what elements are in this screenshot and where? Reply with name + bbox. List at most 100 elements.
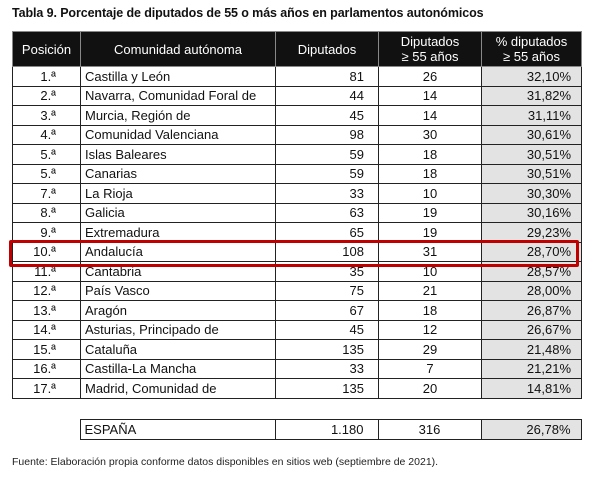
row-comunidad: País Vasco (80, 280, 276, 301)
row-diputados-55: 18 (378, 144, 482, 165)
row-pct: 14,81% (481, 378, 582, 399)
row-pct: 21,48% (481, 339, 582, 360)
row-diputados: 98 (275, 124, 379, 145)
row-pct: 28,70% (481, 241, 582, 262)
row-comunidad: Murcia, Región de (80, 105, 276, 126)
row-comunidad: Galicia (80, 202, 276, 223)
row-pct: 30,16% (481, 202, 582, 223)
total-diputados-55: 316 (377, 419, 482, 440)
row-diputados: 65 (275, 222, 379, 243)
row-diputados: 35 (275, 261, 379, 282)
total-diputados: 1.180 (274, 419, 379, 440)
total-pct: 26,78% (480, 419, 582, 440)
total-spacer (12, 420, 80, 440)
row-pct: 21,21% (481, 358, 582, 379)
table-row: 5.ª Islas Baleares 59 18 30,51% (12, 144, 582, 165)
table-title: Tabla 9. Porcentaje de diputados de 55 o… (12, 6, 484, 20)
row-position: 1.ª (12, 66, 81, 87)
row-diputados-55: 10 (378, 261, 482, 282)
row-position: 9.ª (12, 222, 81, 243)
header-diputados-55-line2: ≥ 55 años (401, 49, 459, 64)
row-diputados: 135 (275, 378, 379, 399)
row-position: 13.ª (12, 300, 81, 321)
header-diputados-55: Diputados ≥ 55 años (378, 31, 482, 67)
row-comunidad: Asturias, Principado de (80, 319, 276, 340)
row-diputados: 108 (275, 241, 379, 262)
row-position: 4.ª (12, 124, 81, 145)
row-pct: 31,82% (481, 85, 582, 106)
row-pct: 29,23% (481, 222, 582, 243)
row-comunidad: Extremadura (80, 222, 276, 243)
row-diputados-55: 19 (378, 222, 482, 243)
row-pct: 30,51% (481, 144, 582, 165)
row-position: 10.ª (12, 241, 81, 262)
row-diputados-55: 18 (378, 300, 482, 321)
total-name: ESPAÑA (79, 419, 276, 440)
row-pct: 32,10% (481, 66, 582, 87)
row-position: 17.ª (12, 378, 81, 399)
row-diputados-55: 14 (378, 85, 482, 106)
row-comunidad: Navarra, Comunidad Foral de (80, 85, 276, 106)
table-row: 2.ª Navarra, Comunidad Foral de 44 14 31,82% (12, 85, 582, 106)
row-position: 8.ª (12, 202, 81, 223)
row-diputados-55: 19 (378, 202, 482, 223)
table-row: 8.ª Galicia 63 19 30,16% (12, 202, 582, 223)
row-diputados: 135 (275, 339, 379, 360)
row-diputados: 81 (275, 66, 379, 87)
row-pct: 26,67% (481, 319, 582, 340)
row-pct: 28,57% (481, 261, 582, 282)
row-pct: 30,51% (481, 163, 582, 184)
source-footnote: Fuente: Elaboración propia conforme dato… (12, 456, 439, 468)
row-diputados: 33 (275, 358, 379, 379)
table-row: 9.ª Extremadura 65 19 29,23% (12, 222, 582, 243)
data-table: Posición Comunidad autónoma Diputados Di… (12, 31, 582, 399)
row-diputados-55: 12 (378, 319, 482, 340)
table-row: 11.ª Cantabria 35 10 28,57% (12, 261, 582, 282)
header-comunidad: Comunidad autónoma (80, 31, 276, 67)
header-diputados-55-line1: Diputados (400, 34, 460, 49)
row-position: 15.ª (12, 339, 81, 360)
table-row: 14.ª Asturias, Principado de 45 12 26,67% (12, 319, 582, 340)
row-diputados-55: 20 (378, 378, 482, 399)
header-posicion: Posición (12, 31, 81, 67)
row-comunidad: Cantabria (80, 261, 276, 282)
row-position: 3.ª (12, 105, 81, 126)
total-row: ESPAÑA 1.180 316 26,78% (12, 419, 582, 440)
row-diputados: 33 (275, 183, 379, 204)
header-pct-line1: % diputados (495, 34, 568, 49)
row-pct: 31,11% (481, 105, 582, 126)
row-comunidad: Islas Baleares (80, 144, 276, 165)
row-diputados-55: 18 (378, 163, 482, 184)
row-diputados-55: 7 (378, 358, 482, 379)
row-diputados-55: 26 (378, 66, 482, 87)
row-diputados-55: 31 (378, 241, 482, 262)
row-diputados-55: 10 (378, 183, 482, 204)
table-row: 12.ª País Vasco 75 21 28,00% (12, 280, 582, 301)
row-comunidad: Andalucía (80, 241, 276, 262)
header-row: Posición Comunidad autónoma Diputados Di… (12, 31, 582, 67)
table-row: 17.ª Madrid, Comunidad de 135 20 14,81% (12, 378, 582, 399)
row-position: 11.ª (12, 261, 81, 282)
table-row: 3.ª Murcia, Región de 45 14 31,11% (12, 105, 582, 126)
row-position: 12.ª (12, 280, 81, 301)
row-diputados-55: 29 (378, 339, 482, 360)
row-pct: 30,61% (481, 124, 582, 145)
table-row: 7.ª La Rioja 33 10 30,30% (12, 183, 582, 204)
table-row: 4.ª Comunidad Valenciana 98 30 30,61% (12, 124, 582, 145)
row-comunidad: Canarias (80, 163, 276, 184)
row-position: 7.ª (12, 183, 81, 204)
header-diputados: Diputados (275, 31, 379, 67)
row-diputados: 59 (275, 163, 379, 184)
header-pct-line2: ≥ 55 años (502, 49, 560, 64)
table-row: 5.ª Canarias 59 18 30,51% (12, 163, 582, 184)
table-row: 16.ª Castilla-La Mancha 33 7 21,21% (12, 358, 582, 379)
row-position: 14.ª (12, 319, 81, 340)
header-pct: % diputados ≥ 55 años (481, 31, 582, 67)
row-diputados-55: 30 (378, 124, 482, 145)
total-table: ESPAÑA 1.180 316 26,78% (12, 419, 582, 440)
row-diputados: 44 (275, 85, 379, 106)
row-diputados-55: 14 (378, 105, 482, 126)
row-pct: 28,00% (481, 280, 582, 301)
row-diputados: 59 (275, 144, 379, 165)
row-diputados: 75 (275, 280, 379, 301)
